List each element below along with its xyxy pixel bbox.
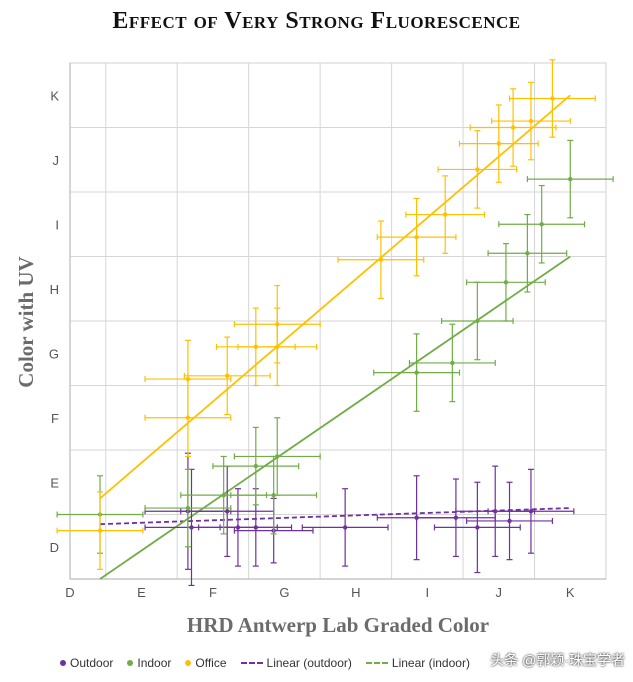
data-point xyxy=(450,360,455,366)
x-tick-label: I xyxy=(426,585,430,600)
y-tick-label: J xyxy=(53,153,60,168)
data-point xyxy=(414,370,419,375)
data-point xyxy=(253,463,259,469)
data-point xyxy=(496,141,501,146)
data-point xyxy=(253,525,259,530)
data-point xyxy=(225,509,230,514)
x-tick-label: H xyxy=(351,585,360,600)
legend-marker-icon xyxy=(60,660,66,666)
data-point xyxy=(275,322,280,327)
y-tick-label: I xyxy=(55,217,59,232)
y-tick-label: D xyxy=(50,540,59,555)
trendline xyxy=(99,94,571,500)
data-point xyxy=(189,525,194,530)
y-axis-title: Color with UV xyxy=(14,256,38,387)
data-point xyxy=(568,176,573,182)
watermark: 头条 @郭颖·珠宝学者 xyxy=(490,652,625,668)
data-point xyxy=(221,492,226,498)
data-point xyxy=(225,373,230,379)
x-tick-label: K xyxy=(566,585,575,600)
x-tick-label: D xyxy=(65,585,74,600)
legend-item: Indoor xyxy=(127,656,171,670)
legend-label: Linear (indoor) xyxy=(391,656,470,670)
data-point xyxy=(185,505,191,511)
data-point xyxy=(503,280,509,285)
data-point xyxy=(443,212,448,217)
chart-plot: D E F G H I J K D E F G H I J K HRD Antwerp Lab Graded … xyxy=(14,59,614,637)
x-tick-label: E xyxy=(137,585,146,600)
legend-item: Outdoor xyxy=(60,656,113,670)
legend-label: Linear (outdoor) xyxy=(266,656,352,670)
legend-label: Outdoor xyxy=(70,656,114,670)
legend-dash-icon xyxy=(240,662,263,664)
data-point xyxy=(539,222,544,227)
legend-marker-icon xyxy=(185,660,192,666)
x-tick-label: F xyxy=(209,585,217,600)
data-point xyxy=(475,167,480,172)
legend: Outdoor Indoor Office Linear (outdoor) Linea… xyxy=(60,652,630,674)
chart-title: Effect of Very Strong Fluorescence xyxy=(112,8,521,34)
data-point xyxy=(342,525,348,530)
y-tick-label: E xyxy=(50,475,59,490)
data-point xyxy=(97,528,103,533)
data-point xyxy=(475,525,480,530)
data-point xyxy=(378,257,384,262)
y-tick-label: K xyxy=(50,88,59,103)
axes xyxy=(69,63,606,580)
legend-item: Office xyxy=(185,656,227,670)
data-point xyxy=(528,118,534,124)
y-tick-label: H xyxy=(50,282,59,297)
data-point xyxy=(414,234,419,240)
legend-item: Linear (outdoor) xyxy=(240,656,352,670)
data-point xyxy=(510,125,516,130)
legend-label: Indoor xyxy=(137,656,172,670)
data-series xyxy=(56,59,614,587)
data-point xyxy=(453,515,459,520)
legend-marker-icon xyxy=(127,660,134,666)
data-point xyxy=(271,492,276,498)
data-point xyxy=(528,509,534,514)
grid-lines xyxy=(69,62,607,580)
data-point xyxy=(550,96,555,101)
legend-dash-icon xyxy=(365,662,388,664)
trendline xyxy=(99,255,571,580)
tick-labels: D E F G H I J K D E F G H I J K xyxy=(49,88,575,600)
y-tick-label: F xyxy=(51,411,59,426)
data-point xyxy=(275,454,280,459)
series-office xyxy=(56,59,596,570)
series-outdoor xyxy=(144,452,575,587)
data-point xyxy=(475,318,480,324)
data-point xyxy=(525,251,530,256)
x-tick-label: J xyxy=(496,585,503,600)
x-axis-title: HRD Antwerp Lab Graded Color xyxy=(187,613,489,637)
data-point xyxy=(185,376,191,382)
x-tick-label: G xyxy=(279,585,289,600)
legend-item: Linear (indoor) xyxy=(365,656,470,670)
data-point xyxy=(507,518,512,524)
y-tick-label: G xyxy=(49,346,59,361)
legend-label: Office xyxy=(195,656,227,670)
